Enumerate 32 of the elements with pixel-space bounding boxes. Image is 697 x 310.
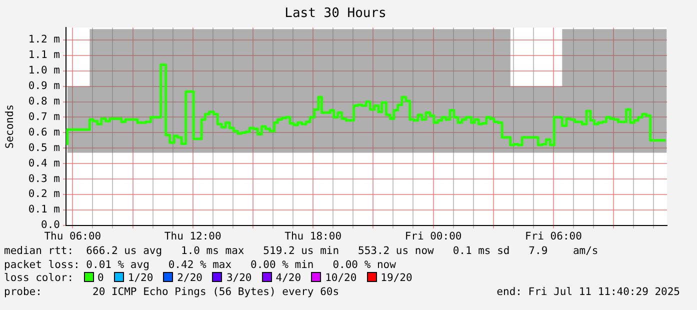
x-tick-label: Fri 00:00: [404, 230, 462, 242]
y-tick-label: 0.0: [41, 219, 60, 232]
y-tick-label: 0.9 m: [28, 80, 60, 92]
text: probe: 20 ICMP Echo Pings (56 Bytes) every 60s: [4, 286, 340, 298]
y-tick-label: 0.5 m: [28, 142, 60, 154]
y-tick-label: 1.2 m: [28, 34, 60, 46]
y-tick-label: 0.2 m: [28, 188, 60, 200]
y-axis-title: Seconds: [4, 104, 16, 149]
chart-title: Last 30 Hours: [284, 6, 386, 22]
y-tick-label: 0.7 m: [28, 110, 60, 123]
legend-label: 1/20: [128, 272, 154, 284]
x-tick-label: Thu 18:00: [284, 230, 342, 242]
y-tick-label: 0.6 m: [28, 126, 60, 138]
y-tick-label: 1.1 m: [28, 49, 60, 62]
legend-label: 3/20: [226, 272, 252, 284]
legend-label: 19/20: [380, 272, 412, 284]
y-tick-label: 0.8 m: [28, 96, 60, 108]
y-tick-label: 1.0 m: [28, 64, 60, 77]
legend-title: loss color:: [4, 272, 74, 284]
x-tick-label: Fri 06:00: [525, 230, 582, 242]
x-tick-label: Thu 06:00: [44, 230, 102, 242]
y-tick-label: 0.4 m: [28, 157, 60, 170]
legend-label: 2/20: [177, 272, 202, 284]
legend-label: 4/20: [276, 272, 302, 284]
y-tick-label: 0.1 m: [28, 204, 60, 216]
y-tick-label: 0.3 m: [28, 172, 60, 185]
text: packet loss: 0.01 % avg 0.42 % max 0.00 % min 0.00 % now: [4, 258, 397, 272]
text: end: Fri Jul 11 11:40:29 2025: [496, 286, 680, 299]
text: median rtt: 666.2 us avg 1.0 ms max 519.2 us min 553.2 us now 0.1 ms sd 7.9 am/s: [4, 245, 600, 258]
legend-label: 10/20: [325, 272, 357, 284]
x-tick-label: Thu 12:00: [164, 230, 222, 242]
legend-label: 0: [98, 272, 104, 284]
